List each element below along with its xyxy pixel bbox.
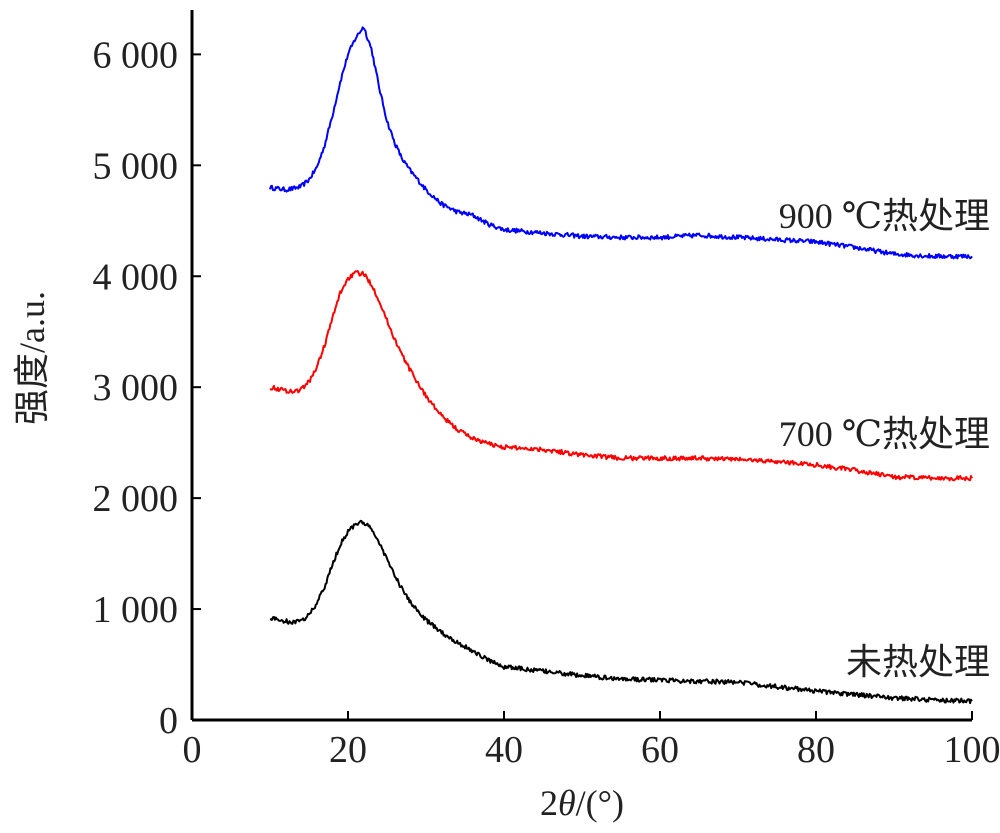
y-tick-label: 4 000 xyxy=(93,256,179,298)
x-tick-label: 80 xyxy=(797,729,835,771)
series-line-3 xyxy=(269,519,973,705)
y-tick-label: 5 000 xyxy=(93,145,179,187)
y-axis-title: 强度/a.u. xyxy=(12,291,52,425)
y-tick-label: 3 000 xyxy=(93,367,179,409)
x-tick-label: 100 xyxy=(944,729,1000,771)
series-label-3: 未热处理 xyxy=(846,642,990,682)
series-line-1 xyxy=(269,26,973,260)
y-tick-label: 1 000 xyxy=(93,589,179,631)
series-label-1: 900 ℃热处理 xyxy=(779,196,990,236)
y-tick-label: 0 xyxy=(159,700,178,742)
x-axis-title: 2θ/(°) xyxy=(540,783,624,823)
series-group xyxy=(269,26,973,705)
series-line-2 xyxy=(269,270,973,482)
x-tick-label: 0 xyxy=(183,729,202,771)
x-tick-label: 40 xyxy=(485,729,523,771)
series-label-2: 700 ℃热处理 xyxy=(779,414,990,454)
x-tick-label: 60 xyxy=(641,729,679,771)
axes: 0 1 000 2 000 3 000 4 000 5 000 6 000 0 20 40 60 80… xyxy=(93,10,1000,771)
y-tick-label: 2 000 xyxy=(93,478,179,520)
y-tick-label: 6 000 xyxy=(93,34,179,76)
x-tick-label: 20 xyxy=(329,729,367,771)
